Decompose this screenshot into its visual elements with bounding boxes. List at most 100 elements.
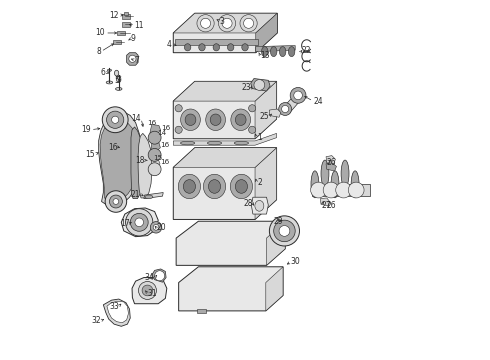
Polygon shape (284, 92, 302, 113)
Polygon shape (176, 221, 285, 265)
Ellipse shape (199, 44, 205, 51)
Text: 26: 26 (326, 201, 336, 210)
Text: 18: 18 (135, 156, 145, 165)
Ellipse shape (203, 174, 225, 199)
Text: 6: 6 (101, 68, 106, 77)
Text: 26: 26 (327, 158, 337, 167)
Text: 13: 13 (260, 51, 270, 60)
Circle shape (290, 87, 306, 103)
Ellipse shape (185, 114, 196, 126)
Text: 10: 10 (96, 28, 105, 37)
Circle shape (279, 226, 290, 236)
Polygon shape (131, 127, 144, 199)
Text: 16: 16 (160, 159, 170, 165)
Text: 32: 32 (91, 316, 101, 325)
Ellipse shape (117, 77, 121, 82)
Polygon shape (173, 134, 276, 145)
Text: 15: 15 (153, 155, 163, 161)
Circle shape (175, 105, 182, 112)
Polygon shape (313, 184, 370, 196)
Ellipse shape (106, 81, 113, 84)
Text: 20: 20 (156, 223, 166, 232)
Circle shape (139, 282, 156, 300)
Text: 17: 17 (120, 219, 129, 228)
Polygon shape (103, 299, 130, 326)
Circle shape (107, 111, 124, 129)
Text: 7: 7 (135, 56, 140, 65)
Ellipse shape (183, 180, 196, 193)
Text: 23: 23 (242, 83, 251, 92)
Circle shape (348, 182, 364, 198)
Ellipse shape (117, 76, 121, 78)
Polygon shape (152, 269, 166, 282)
Circle shape (109, 195, 122, 208)
Polygon shape (173, 13, 277, 53)
Circle shape (155, 271, 165, 281)
Text: 33: 33 (109, 302, 119, 311)
Ellipse shape (311, 171, 319, 198)
Ellipse shape (207, 141, 221, 145)
Polygon shape (251, 78, 270, 91)
Polygon shape (138, 134, 152, 198)
Ellipse shape (227, 44, 234, 51)
Circle shape (294, 91, 302, 100)
Circle shape (219, 15, 236, 32)
Bar (122, 22, 130, 27)
Ellipse shape (255, 201, 264, 211)
Text: 30: 30 (291, 257, 301, 266)
Text: 4: 4 (167, 40, 172, 49)
Text: 25: 25 (260, 112, 270, 121)
Circle shape (135, 218, 144, 226)
Circle shape (175, 126, 182, 134)
Text: 11: 11 (134, 21, 144, 30)
Ellipse shape (213, 44, 220, 51)
Ellipse shape (180, 141, 195, 145)
Text: 16: 16 (108, 143, 118, 152)
Circle shape (150, 222, 162, 233)
Polygon shape (251, 197, 269, 214)
Circle shape (125, 209, 153, 236)
Polygon shape (175, 39, 258, 45)
Text: 15: 15 (85, 150, 95, 159)
Polygon shape (266, 267, 283, 311)
Polygon shape (267, 221, 285, 265)
Polygon shape (144, 193, 163, 199)
Circle shape (142, 285, 153, 296)
Ellipse shape (231, 109, 250, 131)
Text: 19: 19 (81, 125, 91, 134)
Polygon shape (255, 81, 276, 139)
Polygon shape (107, 301, 128, 323)
Ellipse shape (235, 180, 247, 193)
Ellipse shape (331, 171, 339, 198)
Circle shape (311, 182, 326, 198)
Circle shape (148, 163, 161, 176)
Ellipse shape (230, 174, 252, 199)
Polygon shape (100, 120, 137, 202)
Text: 22: 22 (302, 46, 311, 55)
Polygon shape (256, 13, 277, 53)
Circle shape (105, 191, 126, 212)
Ellipse shape (115, 70, 119, 76)
Text: 3: 3 (220, 17, 225, 26)
Ellipse shape (235, 114, 246, 126)
Polygon shape (132, 278, 167, 304)
Circle shape (148, 148, 161, 161)
Circle shape (102, 107, 128, 133)
Text: 12: 12 (109, 10, 119, 19)
Text: 5: 5 (114, 76, 119, 85)
Circle shape (222, 18, 232, 28)
Ellipse shape (208, 180, 220, 193)
Bar (117, 31, 125, 35)
Text: 14: 14 (157, 130, 167, 136)
Text: 31: 31 (147, 289, 157, 298)
Text: 34: 34 (145, 273, 155, 282)
Ellipse shape (210, 114, 221, 126)
Ellipse shape (289, 46, 295, 57)
Polygon shape (98, 112, 141, 206)
Polygon shape (151, 142, 160, 150)
Circle shape (113, 199, 119, 204)
Ellipse shape (206, 109, 225, 131)
Circle shape (279, 103, 292, 116)
Circle shape (244, 18, 254, 28)
Ellipse shape (321, 160, 329, 187)
